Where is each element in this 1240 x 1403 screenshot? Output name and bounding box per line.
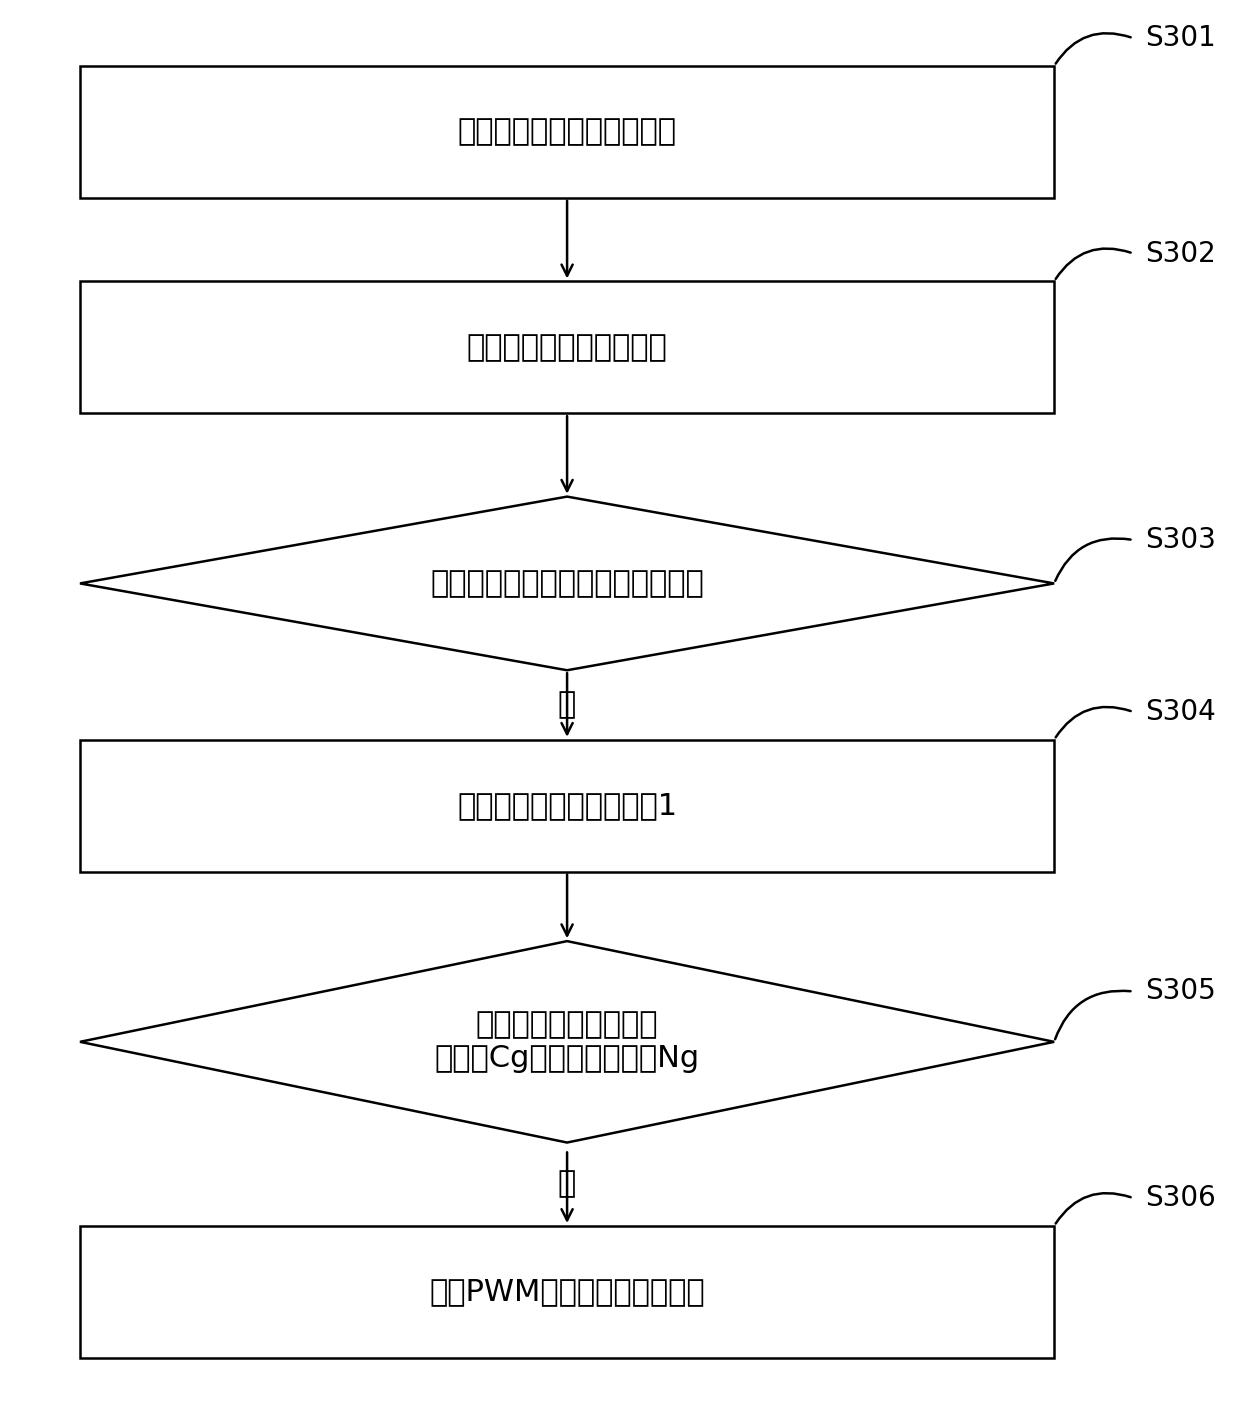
Text: 实时读取反馈信号端状态: 实时读取反馈信号端状态 bbox=[466, 333, 667, 362]
Text: 判断反馈信号端状态是否为低电平: 判断反馈信号端状态是否为低电平 bbox=[430, 570, 704, 598]
FancyBboxPatch shape bbox=[81, 739, 1054, 871]
FancyBboxPatch shape bbox=[81, 1226, 1054, 1358]
Text: S303: S303 bbox=[1146, 526, 1216, 554]
Text: 将短地故障计数器的值加1: 将短地故障计数器的值加1 bbox=[458, 791, 677, 821]
Text: S305: S305 bbox=[1146, 978, 1216, 1006]
Text: S304: S304 bbox=[1146, 697, 1216, 725]
Text: 输出PWM输出故障为短地故障: 输出PWM输出故障为短地故障 bbox=[429, 1277, 704, 1306]
Polygon shape bbox=[81, 497, 1054, 671]
Text: 是: 是 bbox=[558, 690, 577, 718]
Polygon shape bbox=[81, 941, 1054, 1142]
Text: 设置反馈信号端为普通输入: 设置反馈信号端为普通输入 bbox=[458, 118, 677, 146]
FancyBboxPatch shape bbox=[81, 66, 1054, 198]
Text: 是: 是 bbox=[558, 1169, 577, 1198]
Text: 判断短地故障计数器的
计数值Cg是否大于预设值Ng: 判断短地故障计数器的 计数值Cg是否大于预设值Ng bbox=[434, 1010, 699, 1073]
Text: S306: S306 bbox=[1146, 1184, 1216, 1212]
FancyBboxPatch shape bbox=[81, 281, 1054, 414]
Text: S302: S302 bbox=[1146, 240, 1216, 268]
Text: S301: S301 bbox=[1146, 24, 1216, 52]
